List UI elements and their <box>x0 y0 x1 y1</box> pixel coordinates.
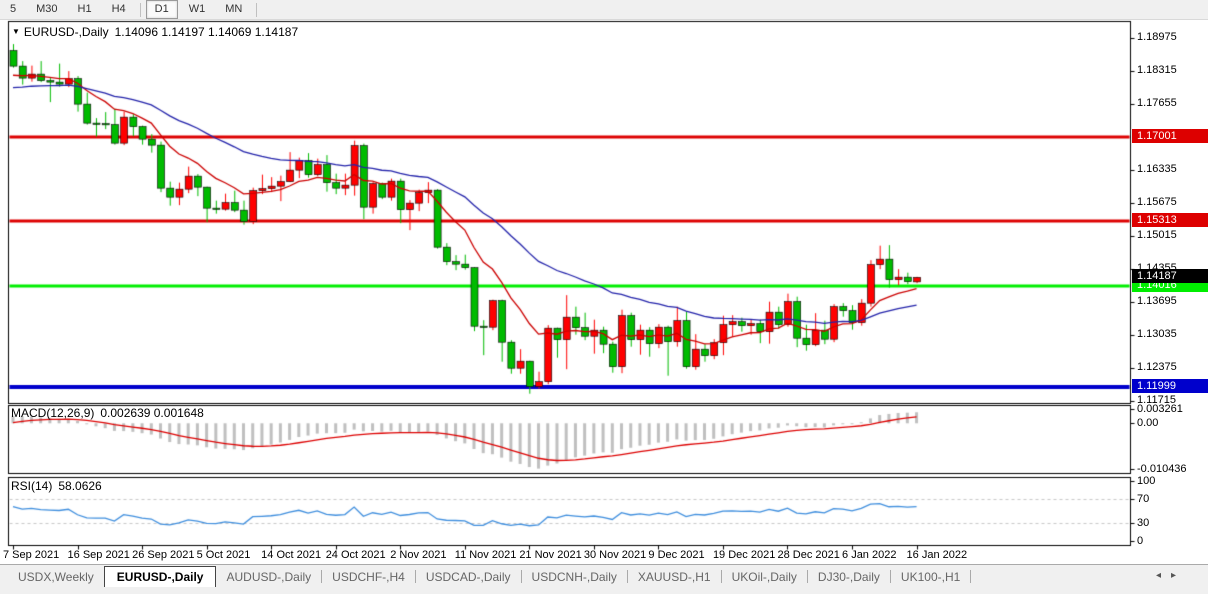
tab-usdcad-daily[interactable]: USDCAD-,Daily <box>425 570 511 584</box>
date-axis-label: 19 Dec 2021 <box>712 549 776 561</box>
timeframe-button-m30[interactable]: M30 <box>36 3 58 15</box>
symbol-tab-bar: USDX,Weekly EURUSD-,Daily AUDUSD-,Daily USD… <box>0 564 1208 587</box>
bottom-strip <box>0 586 1208 594</box>
date-axis-label: 14 Oct 2021 <box>261 549 322 561</box>
tab-divider <box>414 570 416 583</box>
date-axis-label: 16 Jan 2022 <box>906 549 968 561</box>
date-axis-label: 2 Nov 2021 <box>390 549 447 561</box>
tab-usdx-weekly[interactable]: USDX,Weekly <box>18 570 94 584</box>
toolbar-divider <box>256 2 258 17</box>
tab-divider <box>321 570 323 583</box>
date-axis-label: 21 Nov 2021 <box>519 549 582 561</box>
macd-axis-label: -0.010436 <box>1137 462 1187 475</box>
tab-divider <box>720 570 722 583</box>
price-axis-label: 1.13035 <box>1137 328 1177 341</box>
price-level-badge: 1.17001 <box>1132 128 1208 143</box>
tab-dj30-daily[interactable]: DJ30-,Daily <box>817 570 880 584</box>
price-axis-label: 1.12375 <box>1137 361 1177 374</box>
tab-xauusd-h1[interactable]: XAUUSD-,H1 <box>637 570 711 584</box>
date-axis-label: 5 Oct 2021 <box>196 549 251 561</box>
price-axis-label: 1.18315 <box>1137 64 1177 77</box>
tab-divider <box>889 570 891 583</box>
date-axis-label: 6 Jan 2022 <box>842 549 897 561</box>
tab-audusd-daily[interactable]: AUDUSD-,Daily <box>226 570 312 584</box>
rsi-axis-label: 0 <box>1137 534 1144 547</box>
tab-eurusd-daily[interactable]: EURUSD-,Daily <box>103 566 217 587</box>
rsi-name: RSI(14) <box>11 479 53 493</box>
tab-scroll-right-icon[interactable]: ▸ <box>1170 570 1186 581</box>
date-axis-label: 28 Dec 2021 <box>777 549 840 561</box>
macd-axis-label: 0.003261 <box>1137 402 1183 415</box>
price-axis-label: 1.18975 <box>1137 31 1177 44</box>
timeframe-button-mn[interactable]: MN <box>225 3 243 15</box>
price-axis-label: 1.15675 <box>1137 196 1177 209</box>
tab-divider <box>806 570 808 583</box>
chart-ohlc-values: 1.14096 1.14197 1.14069 1.14187 <box>114 25 299 39</box>
current-price-badge: 1.14187 <box>1132 269 1208 284</box>
tab-ukoil-daily[interactable]: UKOil-,Daily <box>731 570 797 584</box>
price-axis-label: 1.11715 <box>1137 394 1176 407</box>
date-axis-label: 11 Nov 2021 <box>454 549 517 561</box>
rsi-indicator-label: RSI(14) 58.0626 <box>11 479 102 493</box>
rsi-value: 58.0626 <box>58 479 102 493</box>
timeframe-toolbar: 5 M30 H1 H4 D1 W1 MN <box>0 0 1208 20</box>
timeframe-button-h1[interactable]: H1 <box>77 3 92 15</box>
date-axis-label: 30 Nov 2021 <box>583 549 647 561</box>
tab-uk100-h1[interactable]: UK100-,H1 <box>900 570 961 584</box>
timeframe-button-5[interactable]: 5 <box>10 3 17 15</box>
tab-usdcnh-daily[interactable]: USDCNH-,Daily <box>531 570 617 584</box>
timeframe-button-h4[interactable]: H4 <box>111 3 126 15</box>
tab-usdchf-h4[interactable]: USDCHF-,H4 <box>332 570 405 584</box>
price-axis-label: 1.13695 <box>1137 295 1177 308</box>
tab-divider <box>520 570 522 583</box>
price-axis-label: 1.15015 <box>1137 229 1177 242</box>
macd-axis-label: 0.00 <box>1137 416 1159 429</box>
price-level-badge: 1.15313 <box>1132 213 1208 227</box>
price-axis-label: 1.16335 <box>1137 163 1177 176</box>
rsi-axis-label: 70 <box>1137 492 1150 505</box>
chart-symbol-period: EURUSD-,Daily <box>23 25 109 39</box>
tab-scroll-left-icon[interactable]: ◂ <box>1155 570 1171 581</box>
macd-values: 0.002639 0.001648 <box>100 406 204 420</box>
rsi-axis-label: 30 <box>1137 516 1150 529</box>
rsi-axis-label: 100 <box>1137 474 1156 487</box>
date-axis-label: 9 Dec 2021 <box>648 549 705 561</box>
price-level-badge: 1.11999 <box>1132 378 1208 393</box>
date-axis-label: 24 Oct 2021 <box>325 549 386 561</box>
timeframe-button-d1[interactable]: D1 <box>145 0 178 19</box>
chevron-down-icon[interactable]: ▼ <box>12 27 20 36</box>
toolbar-divider <box>139 2 141 17</box>
tab-scroll-arrows[interactable]: ◂▸ <box>1156 570 1186 581</box>
tab-divider <box>970 570 972 583</box>
macd-name: MACD(12,26,9) <box>11 406 95 420</box>
price-axis-label: 1.17655 <box>1137 97 1177 110</box>
macd-indicator-label: MACD(12,26,9) 0.002639 0.001648 <box>11 406 204 420</box>
timeframe-button-w1[interactable]: W1 <box>188 3 206 15</box>
chart-title: ▼ EURUSD-,Daily 1.14096 1.14197 1.14069 1.… <box>12 25 298 39</box>
date-axis-label: 16 Sep 2021 <box>67 549 130 561</box>
date-axis-label: 26 Sep 2021 <box>132 549 195 561</box>
date-axis-label: 7 Sep 2021 <box>3 549 60 561</box>
tab-divider <box>626 570 628 583</box>
